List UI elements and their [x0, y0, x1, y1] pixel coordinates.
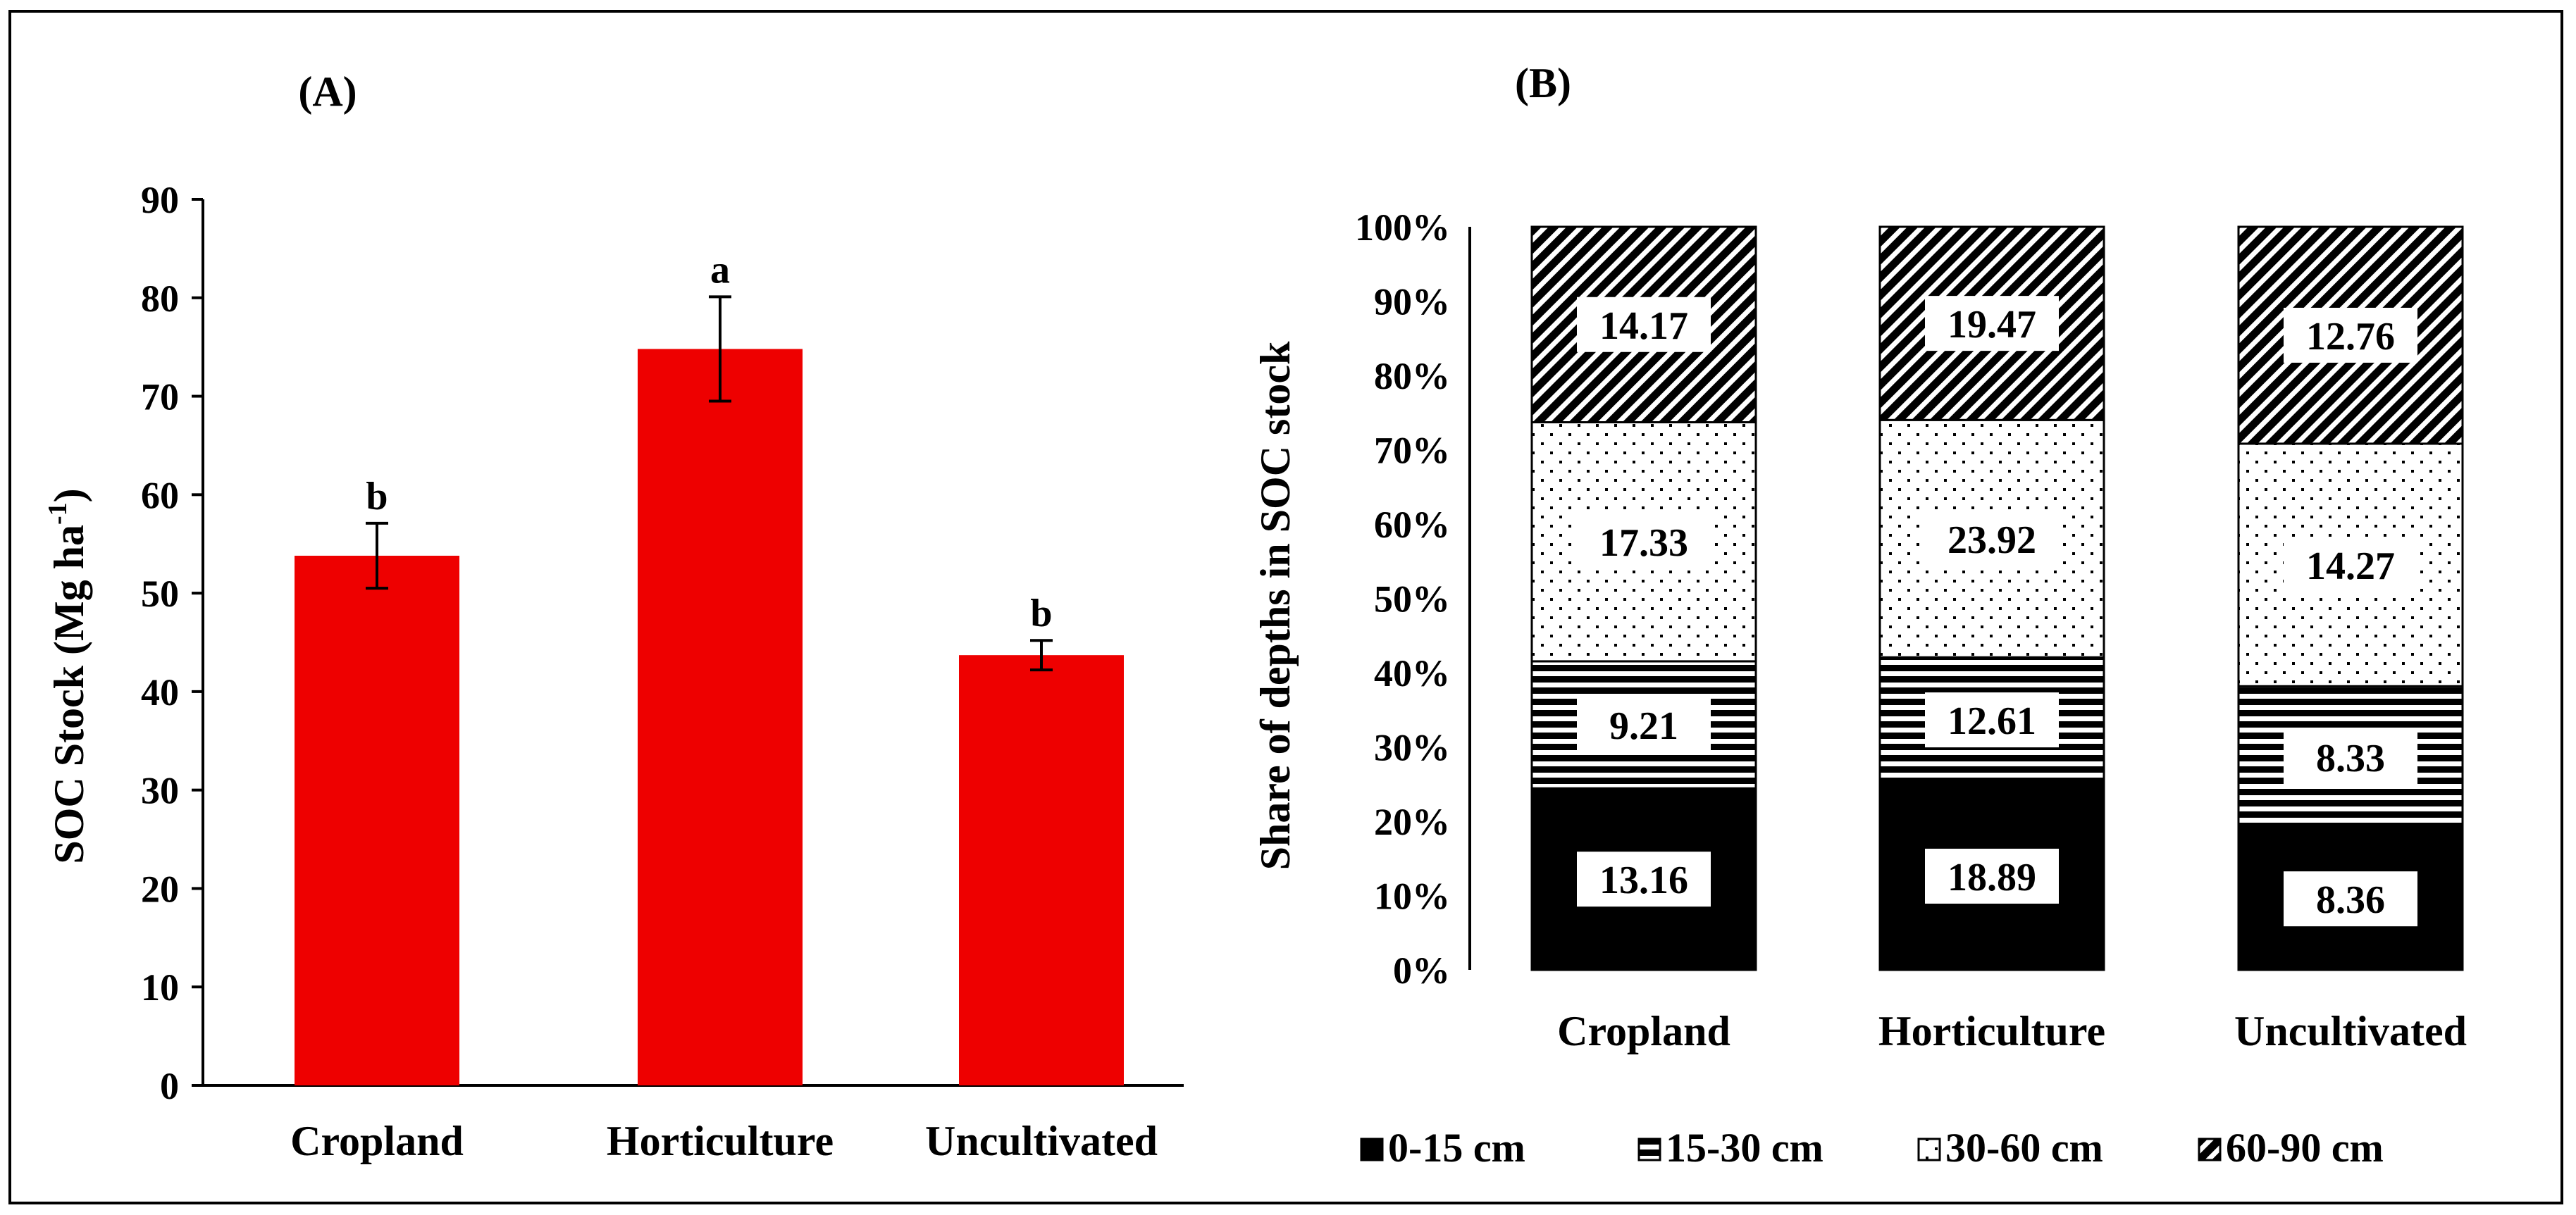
panel-b-value-box	[2284, 871, 2417, 927]
panel-b-value-label: 14.27	[2306, 544, 2395, 588]
panel-b-value-label: 23.92	[1948, 518, 2036, 562]
legend-swatch-15-30-cm	[1637, 1138, 1661, 1161]
panel-a-significance-uncultivated: b	[1030, 592, 1052, 635]
panel-b-value-box	[2284, 537, 2417, 593]
panel-b-chart: (B) Share of depths in SOC stock 0% 10% 20…	[1252, 60, 2467, 1171]
panel-a-label: (A)	[298, 68, 357, 115]
panel-a-category-cropland: Cropland	[290, 1118, 464, 1164]
panel-b-value-box	[1577, 697, 1711, 753]
panel-b-value-label: 8.33	[2316, 737, 2385, 780]
panel-a-ytick-label: 10	[141, 966, 179, 1009]
panel-b-ytick-label: 50%	[1374, 578, 1450, 621]
panel-b-value-box	[1925, 692, 2059, 748]
panel-b-value-box	[2284, 729, 2417, 785]
legend-label-15-30-cm: 15-30 cm	[1666, 1125, 1823, 1171]
panel-b-category-horticulture: Horticulture	[1878, 1008, 2105, 1054]
panel-b-value-box	[2284, 307, 2417, 363]
panel-b-value-box	[1577, 852, 1711, 907]
panel-b-segment-cropland-0-15-cm	[1530, 787, 1757, 971]
panel-a-bar-uncultivated	[959, 655, 1124, 1085]
panel-b-value-label: 12.61	[1948, 699, 2036, 743]
panel-b-ytick-label: 0%	[1393, 949, 1450, 992]
legend-label-60-90-cm: 60-90 cm	[2226, 1125, 2384, 1171]
panel-a-ytick-label: 60	[141, 474, 179, 516]
panel-b-label: (B)	[1515, 60, 1571, 106]
panel-b-ylabel: Share of depths in SOC stock	[1252, 341, 1299, 870]
panel-b-ytick-label: 80%	[1374, 355, 1450, 397]
panel-b-value-label: 14.17	[1599, 304, 1688, 348]
legend-label-30-60-cm: 30-60 cm	[1945, 1125, 2103, 1171]
panel-b-ytick-label: 40%	[1374, 652, 1450, 694]
panel-b-value-label: 19.47	[1948, 303, 2036, 347]
panel-a-ytick-label: 0	[160, 1065, 179, 1107]
panel-b-ytick-label: 30%	[1374, 727, 1450, 769]
panel-b-value-label: 18.89	[1948, 856, 2036, 899]
panel-a-ytick-label: 70	[141, 376, 179, 418]
panel-a-chart: (A) SOC Stock (Mg ha-1) 0 10 20 30 40 50 60 70 8…	[43, 68, 1184, 1164]
panel-b-value-label: 8.36	[2316, 878, 2385, 922]
panel-a-ytick-label: 40	[141, 671, 179, 714]
panel-b-value-box	[1925, 848, 2059, 904]
panel-b-ytick-label: 60%	[1374, 504, 1450, 546]
panel-b-value-box	[1577, 297, 1711, 352]
panel-b-ytick-label: 70%	[1374, 430, 1450, 472]
panel-b-value-label: 9.21	[1609, 704, 1678, 748]
panel-b-value-label: 13.16	[1599, 859, 1688, 902]
panel-a-bar-cropland	[295, 555, 459, 1085]
panel-b-value-box	[1577, 514, 1711, 570]
panel-a-category-horticulture: Horticulture	[607, 1118, 834, 1164]
panel-a-ytick-label: 20	[141, 868, 179, 910]
panel-b-ytick-label: 100%	[1355, 206, 1450, 249]
panel-b-category-cropland: Cropland	[1557, 1008, 1730, 1054]
legend-swatch-0-15-cm	[1360, 1138, 1384, 1161]
panel-a-bar-horticulture	[638, 349, 803, 1086]
legend-swatch-60-90-cm	[2198, 1138, 2222, 1161]
panel-a-category-uncultivated: Uncultivated	[925, 1118, 1158, 1164]
panel-a-ylabel: SOC Stock (Mg ha-1)	[43, 488, 92, 864]
panel-a-ytick-label: 50	[141, 573, 179, 615]
panel-b-value-box	[1925, 511, 2059, 566]
legend-swatch-30-60-cm	[1917, 1138, 1941, 1161]
legend: 0-15 cm 15-30 cm 30-60 cm 60-90 cm	[1360, 1125, 2384, 1171]
panel-b-value-label: 12.76	[2306, 315, 2395, 359]
panel-a-significance-horticulture: a	[710, 248, 730, 292]
panel-b-ytick-label: 20%	[1374, 801, 1450, 843]
panel-b-ytick-label: 10%	[1374, 876, 1450, 918]
panel-b-category-uncultivated: Uncultivated	[2234, 1008, 2467, 1054]
panel-a-significance-cropland: b	[366, 475, 388, 518]
panel-b-ytick-label: 90%	[1374, 281, 1450, 323]
panel-b-value-box	[1925, 296, 2059, 351]
panel-a-ytick-label: 90	[141, 179, 179, 221]
panel-a-ytick-label: 30	[141, 770, 179, 812]
legend-label-0-15-cm: 0-15 cm	[1388, 1125, 1525, 1171]
panel-b-value-label: 17.33	[1599, 521, 1688, 565]
panel-a-ytick-label: 80	[141, 278, 179, 320]
